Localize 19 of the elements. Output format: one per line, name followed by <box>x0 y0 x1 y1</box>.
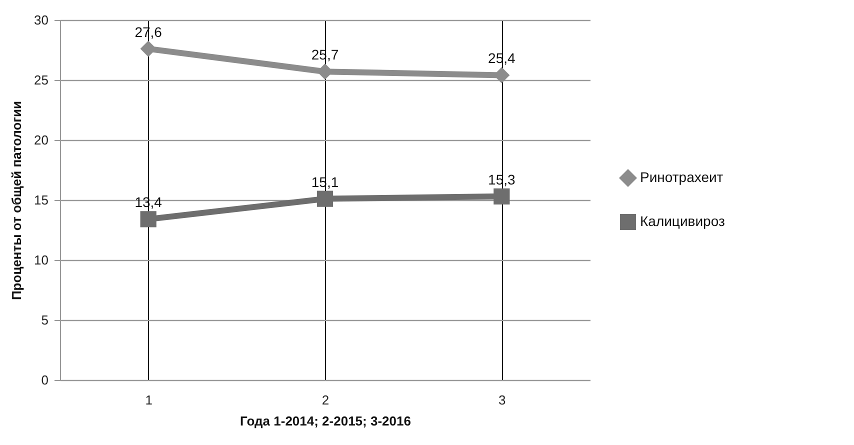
x-tick-label: 2 <box>322 392 330 408</box>
y-tick-label: 10 <box>34 252 48 268</box>
point <box>494 188 510 204</box>
y-tick-label: 15 <box>34 192 48 208</box>
legend-label: Калицивироз <box>640 213 725 229</box>
y-tick-label: 5 <box>41 312 48 328</box>
point <box>140 40 156 57</box>
y-tick-label: 30 <box>34 12 48 28</box>
y-axis-title: Проценты от общей патологии <box>9 100 24 300</box>
y-tick-label: 20 <box>34 132 48 148</box>
x-tick-label: 3 <box>498 392 506 408</box>
legend-label: Ринотрахеит <box>640 169 724 185</box>
data-label: 13,4 <box>134 194 162 210</box>
x-axis-title: Года 1-2014; 2-2015; 3-2016 <box>240 414 411 428</box>
point <box>140 211 156 228</box>
y-tick-label: 0 <box>41 372 48 388</box>
x-tick-label: 1 <box>145 392 152 408</box>
y-tick-label: 25 <box>34 72 48 88</box>
point <box>316 190 334 207</box>
